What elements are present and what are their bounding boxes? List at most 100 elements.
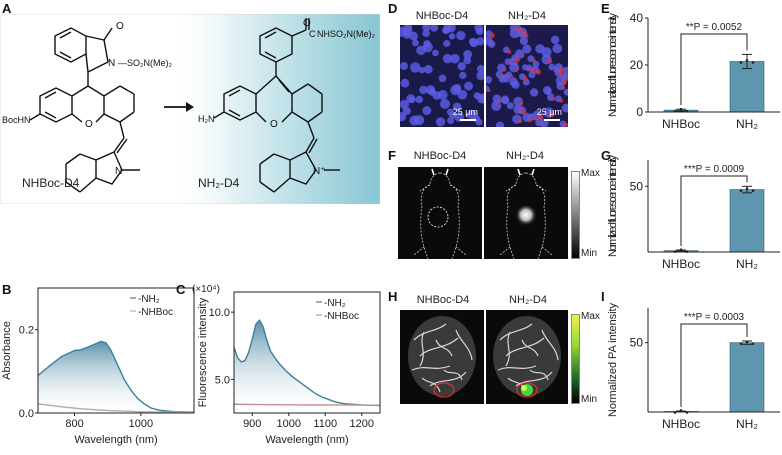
nucleus [519, 36, 529, 46]
y-tick-label: 50 [630, 179, 644, 193]
fluor-image-nh2 [484, 167, 568, 259]
nucleus [447, 117, 455, 124]
nucleus [476, 37, 484, 46]
d-label-right: NH₂-D4 [508, 10, 546, 22]
nucleus [438, 74, 447, 83]
probe-signal [535, 68, 542, 75]
probe-signal [517, 118, 523, 124]
chart-b: 800 1000 0.0 0.2 Wavelength (nm) Absorbance -N… [1, 287, 195, 446]
xanthene-o-right: O [270, 119, 278, 130]
nucleus [509, 77, 518, 87]
plot-frame [233, 291, 381, 414]
nucleus [457, 62, 466, 71]
nucleus [443, 39, 451, 48]
x-tick-label: 1200 [350, 418, 374, 430]
data-point [739, 342, 743, 345]
x-axis-label: Wavelength (nm) [74, 434, 157, 446]
probe-signal [529, 67, 535, 73]
probe-signal [522, 32, 528, 38]
right-compound-name: NH₂-D4 [198, 176, 240, 190]
amine-label: H₂N [198, 114, 215, 124]
pa-section-right [493, 316, 561, 398]
significance-label: ***P = 0.0009 [684, 164, 745, 175]
nucleus [542, 86, 552, 95]
d-label-left: NHBoc-D4 [415, 10, 469, 22]
chart-e: NHBoc NH₂ 0 20 40 **P = 0.0052 Normalized fluo… [607, 11, 780, 131]
nucleus [416, 45, 426, 56]
nucleus [532, 60, 540, 68]
nucleus [442, 26, 451, 35]
colorbar-h [571, 314, 580, 404]
y-tick-label: 40 [630, 11, 644, 25]
y-tick-label: 50 [630, 336, 644, 350]
fluor-image-nhboc [398, 167, 482, 259]
nucleus [435, 117, 446, 127]
data-point [751, 189, 755, 192]
panel-letter-h: H [388, 289, 398, 304]
colorbar-h-min: Min [581, 394, 598, 405]
panel-letter-b: B [2, 282, 12, 297]
panel-letter-e: E [601, 1, 610, 16]
nucleus [422, 106, 432, 116]
pa-section-left [408, 316, 476, 398]
x-axis-label: Wavelength (nm) [265, 434, 348, 446]
probe-signal [563, 123, 568, 127]
panel-letter-d: D [388, 1, 398, 16]
x-tick-label: 900 [243, 418, 261, 430]
x-tick-label: 1000 [129, 418, 153, 430]
significance-label: **P = 0.0052 [686, 22, 743, 33]
nucleus [474, 25, 484, 33]
chart-i: NHBoc NH₂ 50 ***P = 0.0003 Normalized PA int… [607, 303, 780, 431]
probe-signal [507, 49, 512, 54]
micrograph-nh2: 25 μm [486, 25, 568, 127]
nucleus [415, 95, 423, 104]
nucleus [563, 88, 568, 96]
nucleus [561, 103, 568, 113]
amide-c: C [309, 29, 316, 39]
ketone-o: O [116, 21, 124, 32]
nucleus [495, 121, 505, 127]
significance-bracket [680, 175, 748, 247]
y-axis-label: Fluorescence intensity [197, 297, 209, 407]
nucleus [501, 73, 511, 83]
nucleus [442, 53, 453, 64]
probe-signal [521, 54, 525, 58]
nucleus [400, 99, 410, 110]
nucleus [500, 95, 510, 104]
x-tick-label: NH₂ [736, 417, 758, 431]
nucleus [410, 62, 421, 73]
nucleus [456, 30, 466, 41]
data-point [745, 59, 749, 62]
probe-signal [518, 101, 524, 106]
scale-bar-label-left: 25 μm [452, 107, 478, 117]
nucleus [457, 89, 468, 100]
probe-signal [487, 89, 491, 93]
panel-letter-a: A [2, 1, 12, 16]
x-tick-label: 1000 [277, 418, 301, 430]
probe-signal [502, 67, 507, 72]
indolium-n: N⁺ [313, 166, 326, 177]
y-tick-label: 5.0 [215, 374, 230, 386]
probe-signal [515, 68, 519, 72]
probe-signal [561, 86, 566, 90]
amide-label: NHSO₂N(Me)₂ [317, 29, 375, 39]
nucleus [432, 49, 439, 57]
colorbar-f-min: Min [581, 248, 598, 259]
indole-n: N [115, 166, 122, 177]
nucleus [452, 102, 462, 112]
legend-label: -NH₂ [138, 294, 160, 305]
legend-label: -NHBoc [138, 307, 173, 318]
nucleus [509, 62, 520, 73]
significance-bracket [680, 323, 748, 408]
data-point [679, 248, 683, 251]
nucleus [425, 85, 436, 95]
probe-signal [523, 76, 528, 81]
legend-label: -NHBoc [324, 311, 359, 322]
nucleus [476, 71, 484, 81]
significance-bracket [680, 33, 748, 106]
reaction-scheme: O N — SO₂N(Me)₂ BocHN O N [0, 13, 381, 205]
nucleus [476, 64, 484, 73]
nucleus [529, 88, 539, 97]
legend-label: -NH₂ [324, 298, 346, 309]
bar-1 [729, 189, 765, 253]
